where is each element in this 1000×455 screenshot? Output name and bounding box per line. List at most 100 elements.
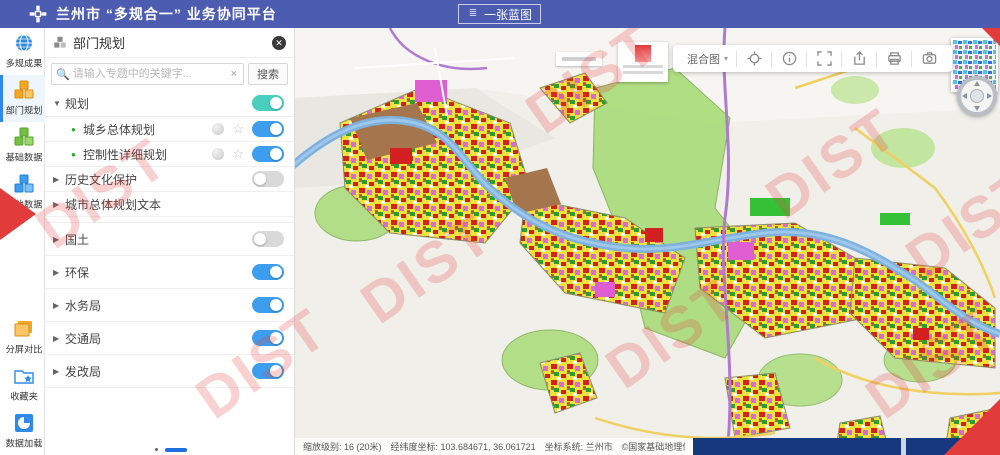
legend-text-line <box>623 65 663 68</box>
cubes-orange-icon <box>14 80 34 99</box>
cubes-blue-icon <box>14 174 34 193</box>
map-label <box>556 52 602 66</box>
caret-right-icon[interactable]: ▶ <box>53 234 60 244</box>
tree-item-huanbao[interactable]: ▶ 环保 <box>45 256 294 289</box>
toolbar-divider <box>736 50 738 67</box>
one-blueprint-button[interactable]: ≣ 一张蓝图 <box>458 4 542 24</box>
layer-toggle[interactable] <box>252 146 284 162</box>
compass-control[interactable] <box>957 76 997 116</box>
tree-item-jiaotongju[interactable]: ▶ 交通局 <box>45 322 294 355</box>
green-dot-icon: ● <box>71 124 76 134</box>
page-title: 兰州市 “多规合一” 业务协同平台 <box>56 6 277 22</box>
pan-east-icon[interactable] <box>987 93 992 99</box>
opacity-icon[interactable] <box>212 123 225 135</box>
clear-search-icon[interactable]: × <box>230 68 237 80</box>
panel-title-icon <box>54 36 66 48</box>
caret-right-icon[interactable]: ▶ <box>53 199 60 209</box>
tree-item-kongzhixing-xiangxi-guihua[interactable]: ● 控制性详细规划 ☆ <box>45 142 294 167</box>
layer-tree: ▼ 规划 ● 城乡总体规划 ☆ ● 控制性详细规划 ☆ ▶ 历史文化保护 <box>45 90 294 388</box>
search-input[interactable] <box>72 68 229 80</box>
platform-logo-icon <box>29 5 47 23</box>
toolbar-divider <box>841 50 843 67</box>
pan-south-icon[interactable] <box>974 106 980 111</box>
caret-right-icon[interactable]: ▶ <box>53 300 60 310</box>
tree-item-guotu[interactable]: ▶ 国土 <box>45 223 294 256</box>
globe-icon <box>16 34 32 52</box>
layer-toggle[interactable] <box>252 121 284 137</box>
layer-toggle[interactable] <box>252 264 284 280</box>
layer-toggle[interactable] <box>252 297 284 313</box>
department-planning-panel: 部门规划 ✕ 🔍 × 搜索 ▼ 规划 ● 城乡总体规划 ☆ <box>45 28 295 455</box>
app-header: 兰州市 “多规合一” 业务协同平台 ≣ 一张蓝图 <box>0 0 1000 28</box>
one-blueprint-label: 一张蓝图 <box>484 7 533 22</box>
layer-toggle[interactable] <box>252 330 284 346</box>
layer-toggle[interactable] <box>252 363 284 379</box>
caret-right-icon[interactable]: ▶ <box>53 174 60 184</box>
search-row: 🔍 × 搜索 <box>45 58 294 90</box>
legend-text-line <box>623 71 663 74</box>
full-extent-icon[interactable] <box>807 45 841 72</box>
status-text-area: 缩放级别: 16 (20米) 经纬度坐标: 103.684671, 36.061… <box>295 438 693 455</box>
toolbar-divider <box>911 50 913 67</box>
scroll-dot <box>155 448 158 451</box>
left-nav-rail: 多规成果 部门规划 基础数据 其他数据 分屏对比 <box>0 28 45 455</box>
layer-toggle[interactable] <box>252 171 284 187</box>
tree-item-fagaiju[interactable]: ▶ 发改局 <box>45 355 294 388</box>
tree-item-lishi-wenhua-baohu[interactable]: ▶ 历史文化保护 <box>45 167 294 192</box>
print-icon[interactable] <box>877 45 911 72</box>
basemap-label: 混合图 <box>687 53 720 66</box>
green-dot-icon: ● <box>71 149 76 159</box>
sidebar-item-duogui-chengguo[interactable]: 多规成果 <box>0 28 45 75</box>
map-toolbar: 混合图 ▾ <box>673 45 953 72</box>
favorite-star-icon[interactable]: ☆ <box>232 146 244 161</box>
status-navy-bar <box>693 438 1000 455</box>
split-folder-icon <box>14 321 32 337</box>
panel-title: 部门规划 <box>73 36 126 51</box>
search-icon: 🔍 <box>56 68 70 81</box>
screenshot-camera-icon[interactable] <box>912 45 946 72</box>
close-icon[interactable]: ✕ <box>272 35 286 50</box>
toolbar-divider <box>806 50 808 67</box>
sidebar-item-shoucangjia[interactable]: 收藏夹 <box>0 361 45 408</box>
caret-right-icon[interactable]: ▶ <box>53 333 60 343</box>
search-box: 🔍 × <box>51 63 244 85</box>
pan-west-icon[interactable] <box>962 93 967 99</box>
cubes-green-icon <box>14 127 34 146</box>
map-canvas[interactable]: 混合图 ▾ <box>295 28 1000 455</box>
list-icon: ≣ <box>468 8 478 19</box>
favorite-star-icon[interactable]: ☆ <box>232 121 244 136</box>
tree-item-shuiwuju[interactable]: ▶ 水务局 <box>45 289 294 322</box>
horizontal-scrollbar-thumb[interactable] <box>165 448 187 452</box>
tree-item-guihua[interactable]: ▼ 规划 <box>45 90 294 117</box>
layer-toggle[interactable] <box>252 231 284 247</box>
toolbar-divider <box>771 50 773 67</box>
legend-color-swatch <box>635 45 651 62</box>
layer-toggle[interactable] <box>252 95 284 111</box>
sidebar-item-shuju-jiazai[interactable]: 数据加载 <box>0 408 45 455</box>
landuse-map <box>295 28 1000 455</box>
caret-right-icon[interactable]: ▶ <box>53 267 60 277</box>
caret-down-icon[interactable]: ▼ <box>53 98 61 108</box>
search-button[interactable]: 搜索 <box>248 63 288 85</box>
caret-right-icon[interactable]: ▶ <box>53 366 60 376</box>
favorites-folder-icon <box>14 370 34 384</box>
pie-chart-icon <box>15 414 33 432</box>
sidebar-item-bumen-guihua[interactable]: 部门规划 <box>0 75 45 122</box>
sidebar-item-jichu-shuju[interactable]: 基础数据 <box>0 122 45 169</box>
info-icon[interactable] <box>772 45 806 72</box>
locate-icon[interactable] <box>737 45 771 72</box>
sidebar-item-fenping-duibi[interactable]: 分屏对比 <box>0 314 45 361</box>
legend-popup[interactable] <box>618 42 668 82</box>
basemap-dropdown[interactable]: 混合图 ▾ <box>679 51 736 67</box>
toolbar-divider <box>876 50 878 67</box>
export-icon[interactable] <box>842 45 876 72</box>
sidebar-item-qita-shuju[interactable]: 其他数据 <box>0 169 45 216</box>
pan-north-icon[interactable] <box>974 81 980 86</box>
tree-item-chengshi-zongti-guihua-wenben[interactable]: ▶ 城市总体规划文本 <box>45 192 294 217</box>
opacity-icon[interactable] <box>212 148 225 160</box>
compass-center[interactable] <box>970 89 984 103</box>
tree-item-chengxiang-zongti-guihua[interactable]: ● 城乡总体规划 ☆ <box>45 117 294 142</box>
map-statusbar: 缩放级别: 16 (20米) 经纬度坐标: 103.684671, 36.061… <box>295 438 1000 455</box>
panel-header: 部门规划 ✕ <box>45 28 294 58</box>
